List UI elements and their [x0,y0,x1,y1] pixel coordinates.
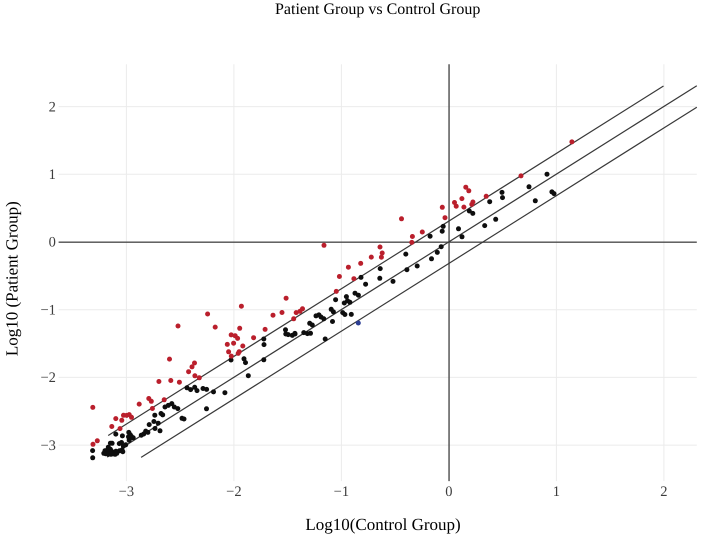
svg-text:1: 1 [49,167,56,183]
svg-text:1: 1 [553,484,560,500]
svg-text:Patient Group vs Control Group: Patient Group vs Control Group [275,1,480,18]
svg-text:−1: −1 [334,484,349,500]
svg-text:−3: −3 [40,438,55,454]
svg-text:−2: −2 [226,484,241,500]
svg-text:−3: −3 [119,484,134,500]
svg-text:−2: −2 [40,370,55,386]
svg-text:Log10(Control Group): Log10(Control Group) [305,515,460,534]
svg-text:Log10 (Patient Group): Log10 (Patient Group) [3,201,22,356]
svg-text:−1: −1 [40,302,55,318]
svg-text:2: 2 [49,99,56,115]
svg-text:2: 2 [660,484,667,500]
svg-text:0: 0 [445,484,452,500]
svg-text:0: 0 [49,235,56,251]
